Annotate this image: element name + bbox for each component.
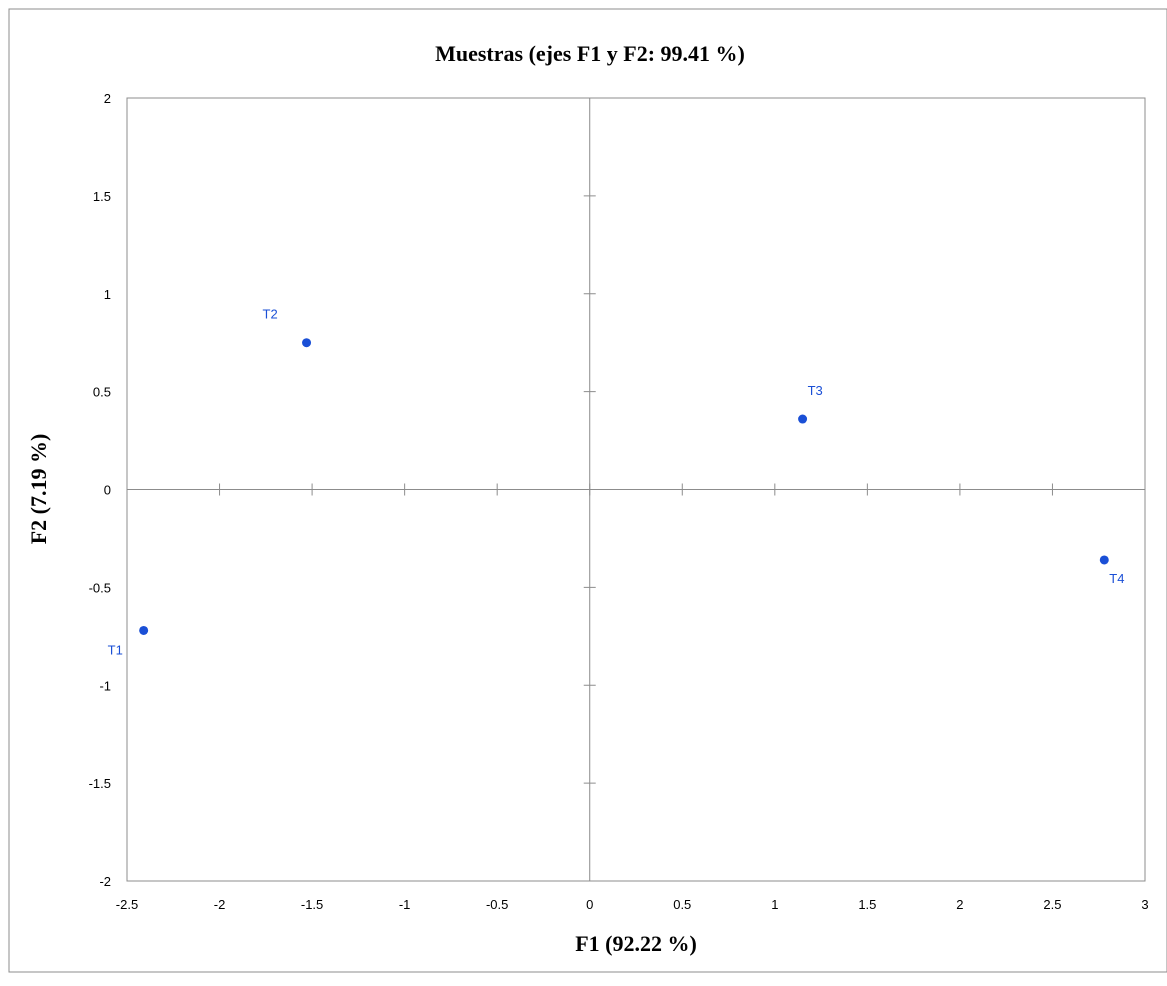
x-tick-label: -2 xyxy=(214,897,226,912)
x-tick-label: 0.5 xyxy=(673,897,691,912)
data-point-t2 xyxy=(302,338,312,348)
chart-area-border xyxy=(8,8,1167,973)
data-point-t4 xyxy=(1099,555,1109,565)
chart-title: Muestras (ejes F1 y F2: 99.41 %) xyxy=(435,41,745,66)
y-tick-label: 0 xyxy=(104,483,111,498)
x-tick-label: -1.5 xyxy=(301,897,323,912)
data-point-t3 xyxy=(798,414,808,424)
x-tick-label: 3 xyxy=(1141,897,1148,912)
y-tick-label: -2 xyxy=(99,874,111,889)
data-label-t3: T3 xyxy=(808,383,823,398)
y-tick-label: 1 xyxy=(104,287,111,302)
x-tick-label: 1 xyxy=(771,897,778,912)
x-tick-label: 2.5 xyxy=(1043,897,1061,912)
y-tick-label: -0.5 xyxy=(89,580,111,595)
y-axis-title: F2 (7.19 %) xyxy=(26,434,51,545)
points-layer: T1 T2 T3 T4 xyxy=(108,307,1125,658)
x-tick-label: 2 xyxy=(956,897,963,912)
y-tick-label: -1 xyxy=(99,678,111,693)
y-tick-label: 1.5 xyxy=(93,189,111,204)
data-label-t4: T4 xyxy=(1109,571,1124,586)
data-label-t1: T1 xyxy=(108,642,123,657)
data-label-t2: T2 xyxy=(263,307,278,322)
x-axis-title: F1 (92.22 %) xyxy=(575,931,697,956)
y-tick-label: 0.5 xyxy=(93,385,111,400)
x-tick-label: -1 xyxy=(399,897,411,912)
data-point-t1 xyxy=(139,625,149,635)
x-tick-label: 0 xyxy=(586,897,593,912)
x-tick-label: 1.5 xyxy=(858,897,876,912)
x-tick-label: -0.5 xyxy=(486,897,508,912)
y-tick-label: 2 xyxy=(104,91,111,106)
x-tick-label: -2.5 xyxy=(116,897,138,912)
ticks-layer: -2.5 -2 -1.5 -1 -0.5 0 0.5 1 1.5 2 2.5 3 -2 -1.5 -1 -0.… xyxy=(89,91,1149,912)
y-tick-label: -1.5 xyxy=(89,776,111,791)
